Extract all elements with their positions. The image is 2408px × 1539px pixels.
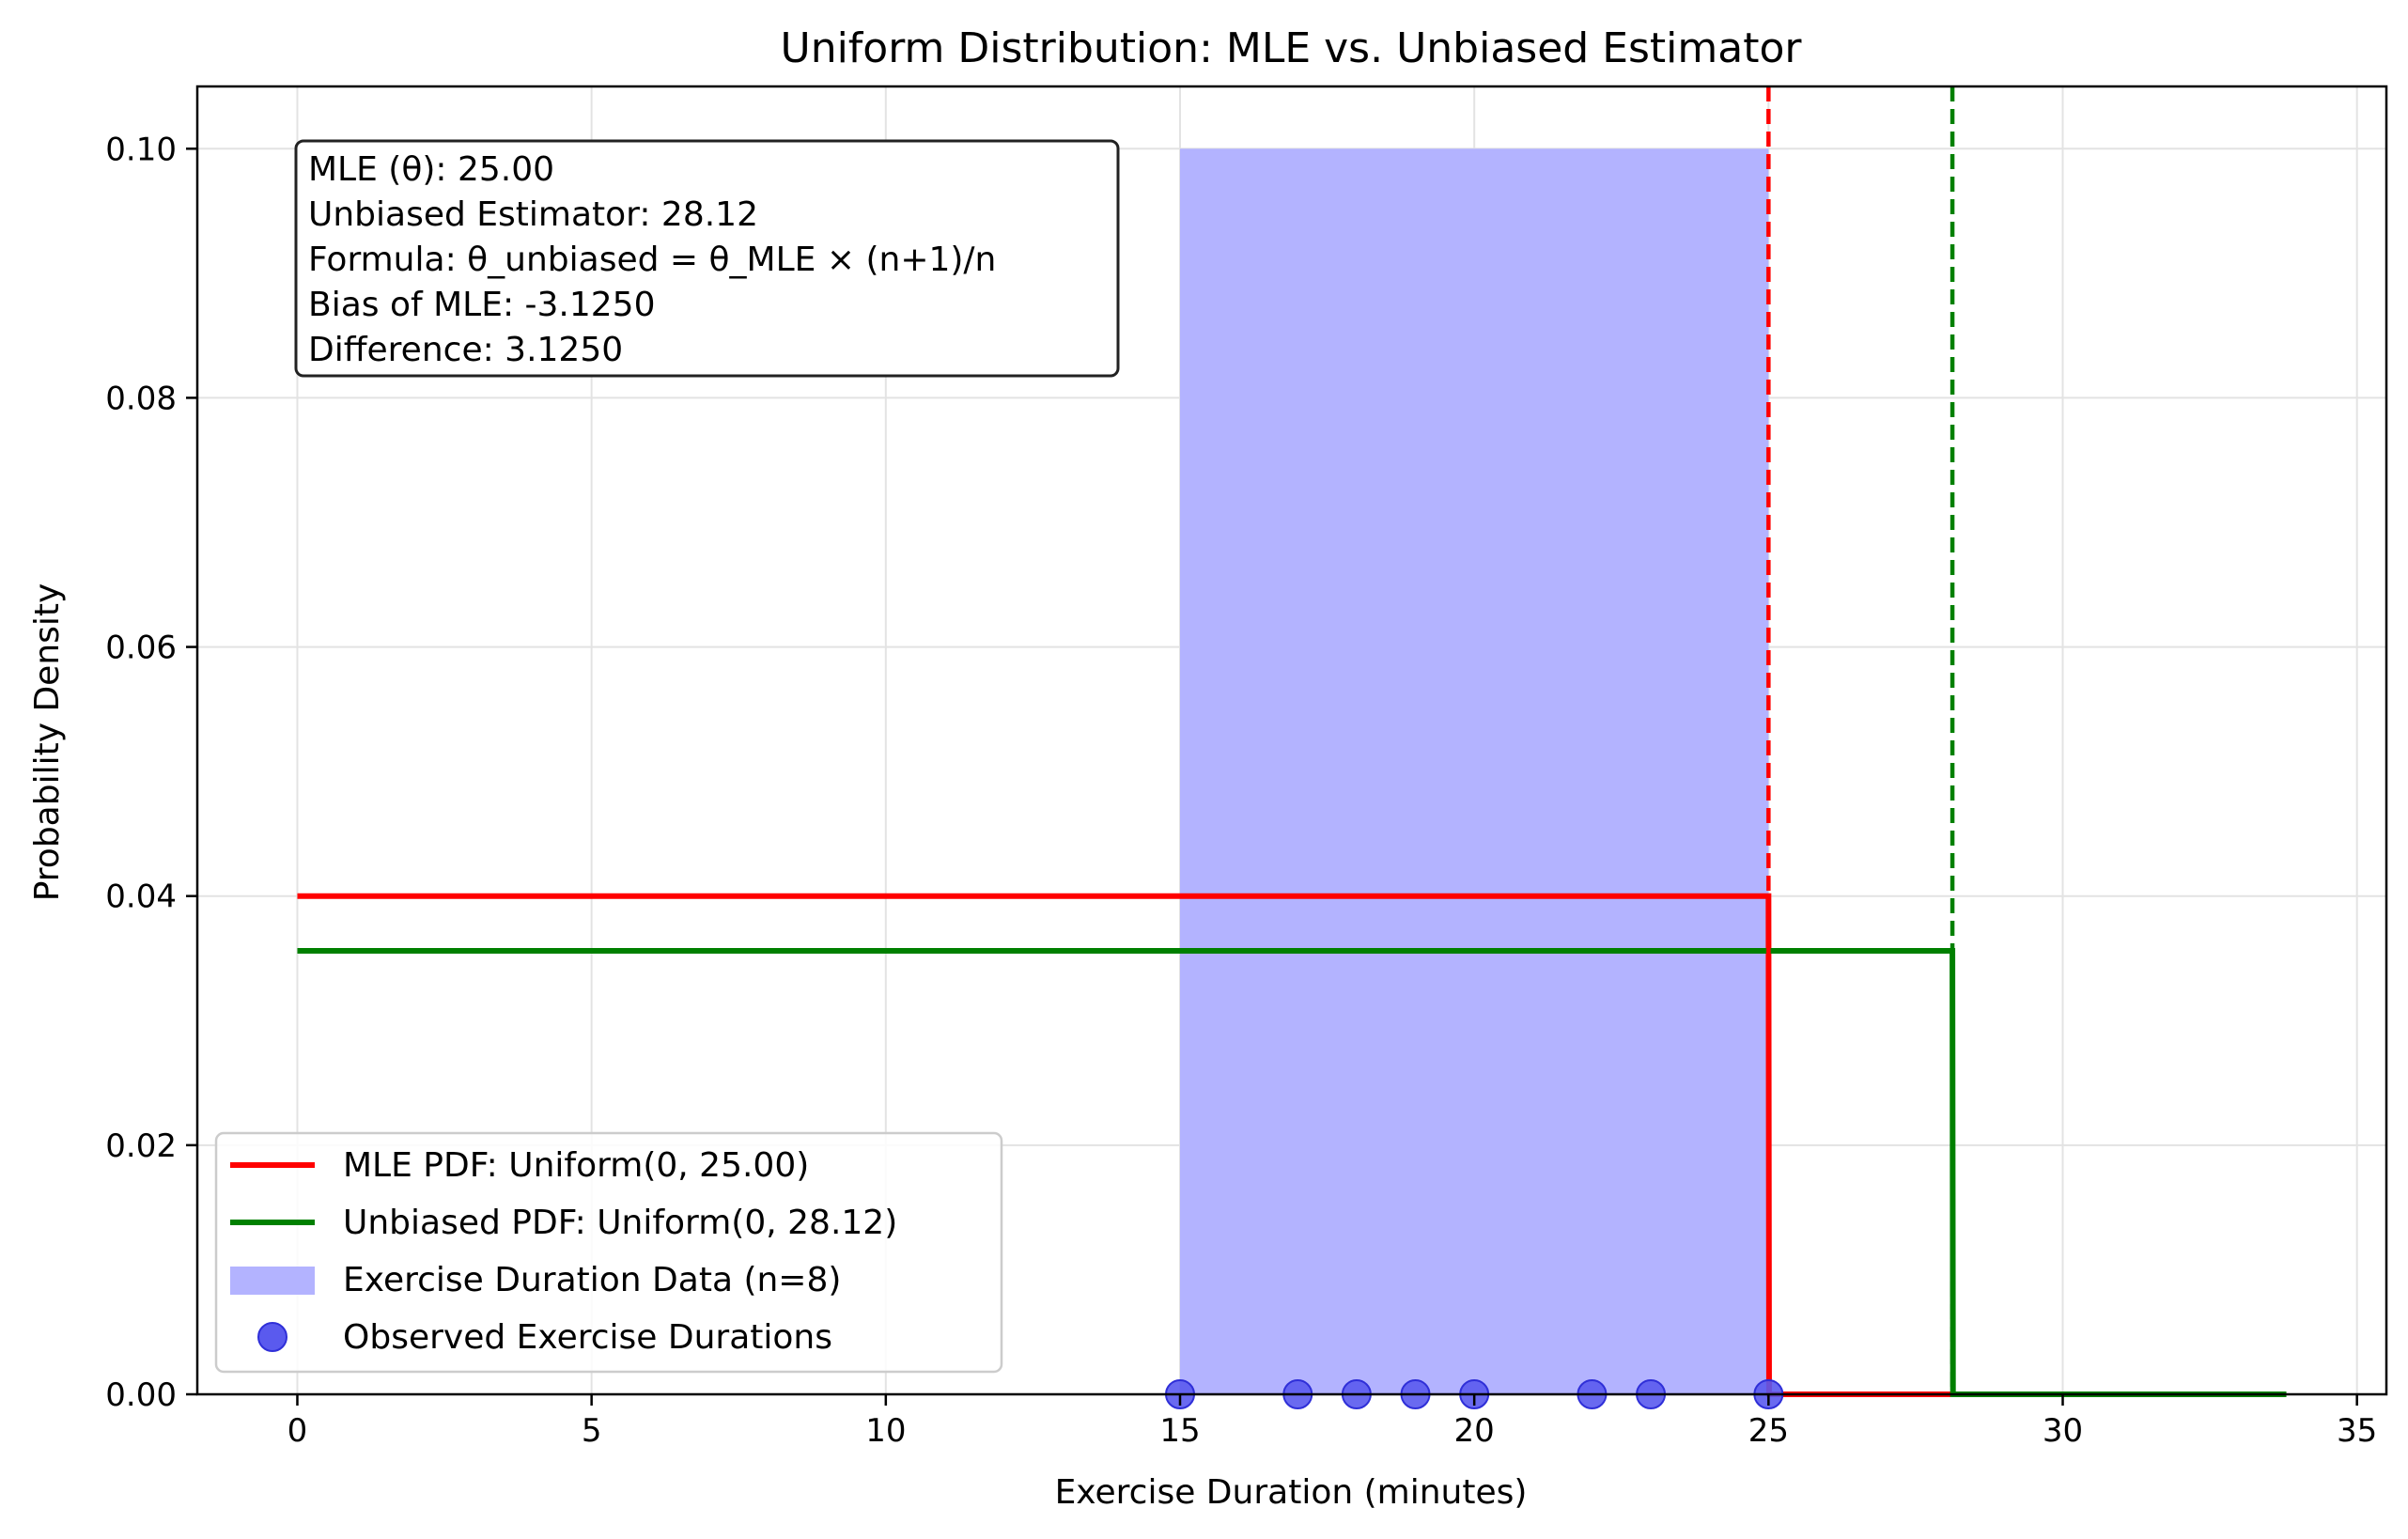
y-tick-label-1: 0.02 [105, 1127, 177, 1165]
x-tick-label-3: 15 [1159, 1412, 1200, 1450]
legend-swatch-3 [257, 1322, 287, 1352]
legend-label-3: Observed Exercise Durations [343, 1318, 832, 1357]
annotation-line-4: Difference: 3.1250 [308, 331, 623, 369]
x-tick-label-5: 25 [1748, 1412, 1789, 1450]
y-axis-label: Probability Density [28, 583, 67, 902]
legend: MLE PDF: Uniform(0, 25.00) Unbiased PDF: … [214, 1131, 1003, 1374]
annotation-box-frame [294, 139, 1120, 378]
axis-ticks-layer: 0 5 10 15 20 25 30 35 0.00 0.02 0.04 0.06 0.08 0.10 [105, 131, 2377, 1450]
plot-frame [195, 85, 2388, 1396]
x-tick-label-2: 10 [865, 1412, 906, 1450]
annotation-line-1: Unbiased Estimator: 28.12 [308, 195, 758, 234]
y-tick-label-2: 0.04 [105, 878, 177, 916]
legend-frame [214, 1131, 1003, 1374]
annotation-line-3: Bias of MLE: -3.1250 [308, 286, 656, 324]
y-tick-label-3: 0.06 [105, 630, 177, 667]
legend-label-1: Unbiased PDF: Uniform(0, 28.12) [343, 1204, 897, 1242]
histogram-bar [1179, 148, 1769, 1394]
annotation-line-2: Formula: θ_unbiased = θ_MLE × (n+1)/n [308, 241, 996, 279]
histogram-layer [1179, 148, 1769, 1394]
x-tick-label-6: 30 [2043, 1412, 2083, 1450]
x-tick-label-7: 35 [2337, 1412, 2377, 1450]
stats-annotation-box: MLE (θ): 25.00 Unbiased Estimator: 28.12 F… [294, 139, 1120, 378]
y-tick-label-0: 0.00 [105, 1376, 177, 1414]
y-tick-label-4: 0.08 [105, 380, 177, 417]
estimator-vlines-layer [1766, 86, 1955, 1394]
x-tick-label-0: 0 [287, 1412, 308, 1450]
x-tick-label-4: 20 [1454, 1412, 1495, 1450]
annotation-line-0: MLE (θ): 25.00 [308, 150, 554, 189]
x-axis-label: Exercise Duration (minutes) [1055, 1473, 1528, 1512]
legend-label-2: Exercise Duration Data (n=8) [343, 1261, 841, 1299]
y-tick-label-5: 0.10 [105, 131, 177, 168]
chart-title: Uniform Distribution: MLE vs. Unbiased E… [780, 24, 1802, 72]
x-tick-label-1: 5 [582, 1412, 602, 1450]
legend-swatch-2 [230, 1267, 315, 1295]
legend-label-0: MLE PDF: Uniform(0, 25.00) [343, 1146, 809, 1185]
